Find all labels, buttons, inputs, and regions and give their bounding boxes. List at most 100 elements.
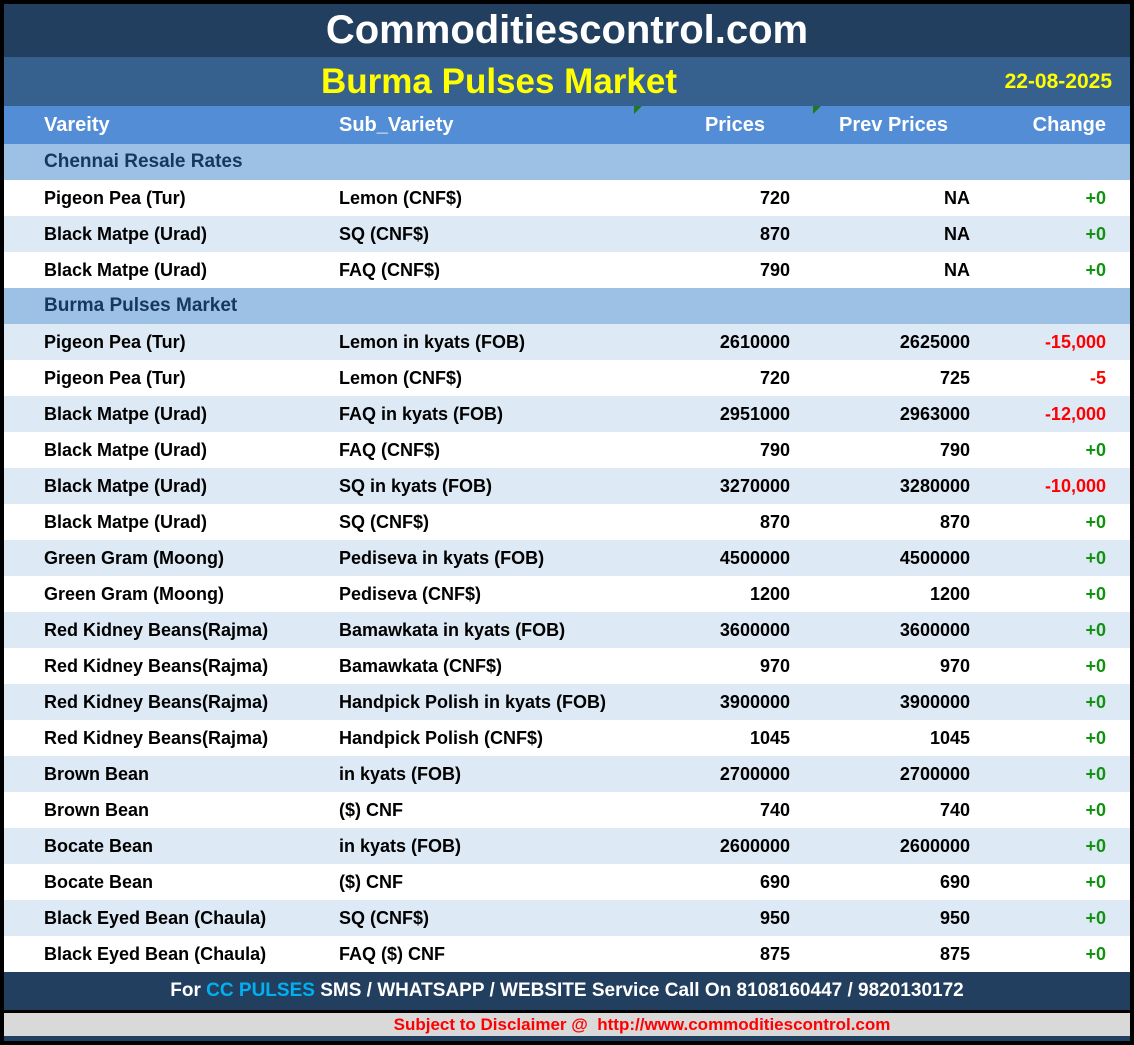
variety-cell: Red Kidney Beans(Rajma)	[44, 655, 269, 676]
table-row: Black Matpe (Urad) SQ (CNF$) 870 870 +0	[4, 504, 1130, 540]
prev-price-cell: NA	[944, 187, 970, 208]
sub-variety-cell: Lemon (CNF$)	[339, 367, 462, 388]
prev-price-cell: NA	[944, 259, 970, 280]
table-row: Bocate Bean in kyats (FOB) 2600000 26000…	[4, 828, 1130, 864]
prev-price-cell: 3900000	[899, 691, 970, 712]
change-cell: -15,000	[1044, 331, 1106, 352]
price-cell: 2951000	[719, 403, 790, 424]
title-bar: Commoditiescontrol.com	[4, 4, 1130, 57]
change-cell: +0	[1085, 655, 1106, 676]
service-text-prefix: For	[170, 980, 207, 1001]
table-row: Red Kidney Beans(Rajma) Bamawkata (CNF$)…	[4, 648, 1130, 684]
change-cell: -10,000	[1044, 475, 1106, 496]
price-cell: 690	[759, 871, 790, 892]
prev-price-cell: 970	[939, 655, 970, 676]
service-brand: CC PULSES	[206, 980, 315, 1001]
prev-price-cell: 690	[939, 871, 970, 892]
price-cell: 790	[759, 439, 790, 460]
price-cell: 3900000	[719, 691, 790, 712]
change-cell: +0	[1085, 619, 1106, 640]
cell-flag-triangle-icon	[813, 106, 821, 114]
section-row: Burma Pulses Market	[4, 288, 1130, 324]
price-cell: 1200	[749, 583, 790, 604]
subtitle-bar: Burma Pulses Market 22-08-2025	[4, 57, 1130, 106]
table-row: Pigeon Pea (Tur) Lemon (CNF$) 720 NA +0	[4, 180, 1130, 216]
table-row: Black Matpe (Urad) SQ in kyats (FOB) 327…	[4, 468, 1130, 504]
sub-variety-cell: in kyats (FOB)	[339, 835, 462, 856]
prev-price-cell: 725	[939, 367, 970, 388]
prev-price-cell: 4500000	[899, 547, 970, 568]
table-row: Black Matpe (Urad) SQ (CNF$) 870 NA +0	[4, 216, 1130, 252]
disclaimer-bar: Subject to Disclaimer @ http://www.commo…	[4, 1013, 1130, 1036]
variety-cell: Black Matpe (Urad)	[44, 475, 208, 496]
sub-variety-cell: Pediseva in kyats (FOB)	[339, 547, 545, 568]
change-cell: +0	[1085, 871, 1106, 892]
service-footer-bar: For CC PULSES SMS / WHATSAPP / WEBSITE S…	[4, 972, 1130, 1010]
sub-variety-cell: Bamawkata (CNF$)	[339, 655, 503, 676]
table-row: Black Matpe (Urad) FAQ in kyats (FOB) 29…	[4, 396, 1130, 432]
variety-cell: Green Gram (Moong)	[44, 583, 225, 604]
change-cell: -12,000	[1044, 403, 1106, 424]
table-row: Red Kidney Beans(Rajma) Bamawkata in kya…	[4, 612, 1130, 648]
prev-price-cell: 740	[939, 799, 970, 820]
change-cell: +0	[1085, 799, 1106, 820]
table-header-row: Vareity Sub_Variety Prices Prev Prices C…	[4, 106, 1130, 144]
sub-variety-cell: SQ in kyats (FOB)	[339, 475, 493, 496]
change-cell: +0	[1085, 223, 1106, 244]
sub-variety-cell: FAQ in kyats (FOB)	[339, 403, 504, 424]
sub-variety-cell: FAQ (CNF$)	[339, 259, 440, 280]
prev-price-cell: 790	[939, 439, 970, 460]
sub-variety-cell: Pediseva (CNF$)	[339, 583, 482, 604]
sub-variety-cell: Handpick Polish (CNF$)	[339, 727, 544, 748]
change-cell: +0	[1085, 259, 1106, 280]
report-title: Burma Pulses Market	[321, 61, 677, 101]
variety-cell: Black Matpe (Urad)	[44, 259, 208, 280]
prev-price-cell: NA	[944, 223, 970, 244]
price-cell: 870	[759, 511, 790, 532]
price-cell: 3600000	[719, 619, 790, 640]
variety-cell: Pigeon Pea (Tur)	[44, 367, 186, 388]
sub-variety-cell: Handpick Polish in kyats (FOB)	[339, 691, 607, 712]
sub-variety-cell: ($) CNF	[339, 799, 403, 820]
price-cell: 720	[759, 187, 790, 208]
variety-cell: Brown Bean	[44, 763, 150, 784]
column-header-sub-variety: Sub_Variety	[339, 113, 454, 136]
price-cell: 4500000	[719, 547, 790, 568]
service-text-rest: SMS / WHATSAPP / WEBSITE Service Call On…	[314, 980, 964, 1001]
sub-variety-cell: Lemon (CNF$)	[339, 187, 462, 208]
disclaimer-url-link[interactable]: http://www.commoditiescontrol.com	[597, 1014, 891, 1034]
price-cell: 740	[759, 799, 790, 820]
table-row: Red Kidney Beans(Rajma) Handpick Polish …	[4, 720, 1130, 756]
prev-price-cell: 2600000	[899, 835, 970, 856]
column-header-change: Change	[1032, 113, 1106, 136]
table-row: Pigeon Pea (Tur) Lemon (CNF$) 720 725 -5	[4, 360, 1130, 396]
variety-cell: Black Eyed Bean (Chaula)	[44, 943, 267, 964]
change-cell: +0	[1085, 763, 1106, 784]
sub-variety-cell: SQ (CNF$)	[339, 223, 429, 244]
change-cell: +0	[1085, 439, 1106, 460]
variety-cell: Bocate Bean	[44, 835, 154, 856]
sub-variety-cell: Bamawkata in kyats (FOB)	[339, 619, 566, 640]
variety-cell: Green Gram (Moong)	[44, 547, 225, 568]
column-header-variety: Vareity	[44, 113, 110, 136]
price-cell: 720	[759, 367, 790, 388]
variety-cell: Red Kidney Beans(Rajma)	[44, 691, 269, 712]
divider-line	[4, 1010, 1130, 1013]
table-row: Green Gram (Moong) Pediseva in kyats (FO…	[4, 540, 1130, 576]
table-row: Brown Bean in kyats (FOB) 2700000 270000…	[4, 756, 1130, 792]
sub-variety-cell: Lemon in kyats (FOB)	[339, 331, 526, 352]
variety-cell: Black Matpe (Urad)	[44, 403, 208, 424]
prev-price-cell: 875	[939, 943, 970, 964]
variety-cell: Pigeon Pea (Tur)	[44, 187, 186, 208]
price-cell: 2610000	[719, 331, 790, 352]
section-title: Chennai Resale Rates	[44, 151, 243, 172]
table-body: Chennai Resale Rates Pigeon Pea (Tur) Le…	[4, 144, 1130, 972]
change-cell: +0	[1085, 907, 1106, 928]
change-cell: +0	[1085, 835, 1106, 856]
variety-cell: Brown Bean	[44, 799, 150, 820]
table-row: Pigeon Pea (Tur) Lemon in kyats (FOB) 26…	[4, 324, 1130, 360]
sub-variety-cell: SQ (CNF$)	[339, 511, 429, 532]
change-cell: +0	[1085, 943, 1106, 964]
section-title: Burma Pulses Market	[44, 295, 238, 316]
